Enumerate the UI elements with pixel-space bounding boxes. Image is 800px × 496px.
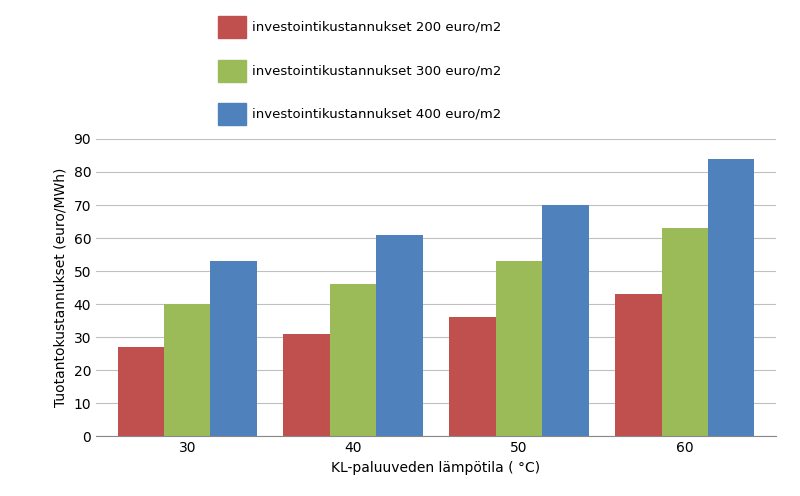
Bar — [218, 16, 246, 39]
Bar — [376, 235, 422, 436]
Bar — [330, 284, 376, 436]
Bar — [450, 317, 496, 436]
Text: investointikustannukset 400 euro/m2: investointikustannukset 400 euro/m2 — [253, 108, 502, 121]
Text: investointikustannukset 300 euro/m2: investointikustannukset 300 euro/m2 — [253, 64, 502, 77]
Y-axis label: Tuotantokustannukset (euro/MWh): Tuotantokustannukset (euro/MWh) — [54, 168, 68, 407]
Bar — [164, 304, 210, 436]
Bar — [542, 205, 589, 436]
Bar — [662, 228, 708, 436]
Bar — [218, 60, 246, 82]
Bar — [118, 347, 164, 436]
Bar — [218, 103, 246, 125]
Bar — [615, 294, 662, 436]
Bar — [283, 334, 330, 436]
Bar — [708, 159, 754, 436]
Bar — [496, 261, 542, 436]
X-axis label: KL-paluuveden lämpötila ( °C): KL-paluuveden lämpötila ( °C) — [331, 461, 541, 475]
Bar — [210, 261, 257, 436]
Text: investointikustannukset 200 euro/m2: investointikustannukset 200 euro/m2 — [253, 21, 502, 34]
